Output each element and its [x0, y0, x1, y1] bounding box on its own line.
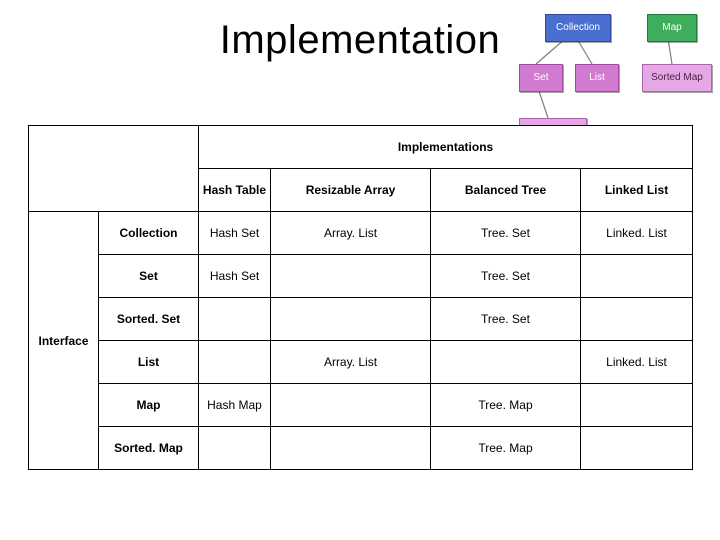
implementation-table: Implementations Hash Table Resizable Arr… — [28, 125, 692, 470]
cell — [199, 427, 271, 470]
corner-blank — [29, 126, 199, 212]
node-collection: Collection — [545, 14, 611, 42]
cell: Tree. Map — [431, 384, 581, 427]
cell — [271, 427, 431, 470]
col-hash-table: Hash Table — [199, 169, 271, 212]
cell: Tree. Set — [431, 298, 581, 341]
cell: Linked. List — [581, 212, 693, 255]
super-header: Implementations — [199, 126, 693, 169]
col-balanced-tree: Balanced Tree — [431, 169, 581, 212]
table-row: List Array. List Linked. List — [29, 341, 693, 384]
cell — [431, 341, 581, 384]
cell — [581, 427, 693, 470]
table-row: InterfaceCollectionHash SetArray. ListTr… — [29, 212, 693, 255]
cell — [199, 341, 271, 384]
node-map: Map — [647, 14, 697, 42]
row-header: Sorted. Set — [99, 298, 199, 341]
cell — [199, 298, 271, 341]
row-header: Map — [99, 384, 199, 427]
row-header: Collection — [99, 212, 199, 255]
cell: Hash Set — [199, 255, 271, 298]
cell — [271, 384, 431, 427]
side-header: Interface — [29, 212, 99, 470]
cell: Linked. List — [581, 341, 693, 384]
node-sortedmap: Sorted Map — [642, 64, 712, 92]
row-header: List — [99, 341, 199, 384]
table-row: Sorted. Map Tree. Map — [29, 427, 693, 470]
cell — [581, 255, 693, 298]
col-linked-list: Linked List — [581, 169, 693, 212]
node-set: Set — [519, 64, 563, 92]
cell — [271, 255, 431, 298]
cell — [271, 298, 431, 341]
row-header: Set — [99, 255, 199, 298]
table-row: Sorted. Set Tree. Set — [29, 298, 693, 341]
table-row: MapHash Map Tree. Map — [29, 384, 693, 427]
cell — [581, 298, 693, 341]
cell: Tree. Set — [431, 255, 581, 298]
col-resizable-array: Resizable Array — [271, 169, 431, 212]
cell: Array. List — [271, 341, 431, 384]
cell: Tree. Map — [431, 427, 581, 470]
row-header: Sorted. Map — [99, 427, 199, 470]
table-row: SetHash Set Tree. Set — [29, 255, 693, 298]
cell: Array. List — [271, 212, 431, 255]
cell: Hash Map — [199, 384, 271, 427]
node-list: List — [575, 64, 619, 92]
table-body: InterfaceCollectionHash SetArray. ListTr… — [29, 212, 693, 470]
cell — [581, 384, 693, 427]
cell: Tree. Set — [431, 212, 581, 255]
cell: Hash Set — [199, 212, 271, 255]
